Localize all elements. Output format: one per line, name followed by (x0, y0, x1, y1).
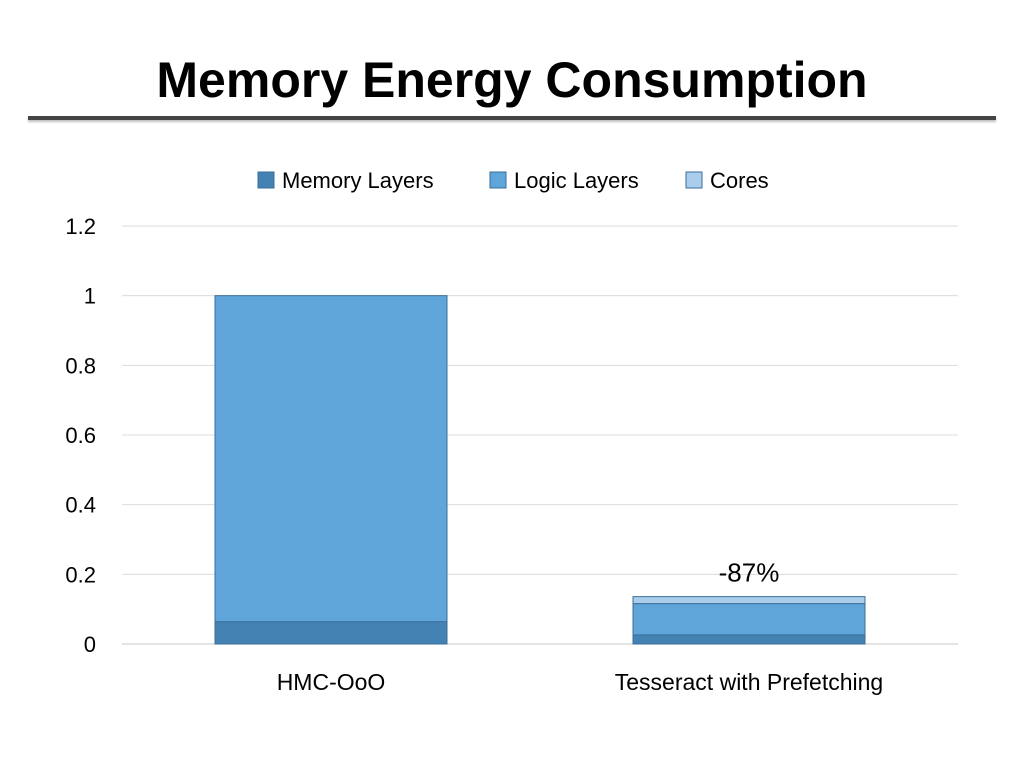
y-tick-label: 0.4 (65, 493, 96, 518)
bar-segment-logic-layers (632, 603, 866, 636)
y-tick-label: 0.6 (65, 423, 96, 448)
legend-swatch (489, 171, 507, 189)
legend-label: Memory Layers (282, 168, 434, 193)
y-tick-label: 0.2 (65, 562, 96, 587)
bar-segment-memory-layers (632, 634, 866, 645)
legend: Memory Layers Logic Layers Cores (257, 168, 769, 193)
legend-label: Cores (710, 168, 769, 193)
y-tick-label: 1 (84, 284, 96, 309)
y-tick-label: 1.2 (65, 214, 96, 239)
y-axis-ticks: 0 0.2 0.4 0.6 0.8 1 1.2 (65, 214, 96, 657)
x-axis-categories: HMC-OoO Tesseract with Prefetching (277, 669, 884, 695)
legend-label: Logic Layers (514, 168, 639, 193)
legend-swatch (257, 171, 275, 189)
bar-annotation: -87% (719, 558, 780, 588)
x-category-label: HMC-OoO (277, 669, 386, 695)
annotations: -87% (719, 558, 780, 588)
bar-segment-memory-layers (214, 621, 448, 645)
legend-swatch (685, 171, 703, 189)
y-tick-label: 0 (84, 632, 96, 657)
y-tick-label: 0.8 (65, 353, 96, 378)
bars (214, 295, 866, 645)
bar-segment-cores (632, 596, 866, 605)
page-title: Memory Energy Consumption (156, 52, 868, 108)
x-category-label: Tesseract with Prefetching (615, 669, 883, 695)
bar-segment-logic-layers (214, 295, 448, 623)
title-divider (28, 116, 996, 120)
